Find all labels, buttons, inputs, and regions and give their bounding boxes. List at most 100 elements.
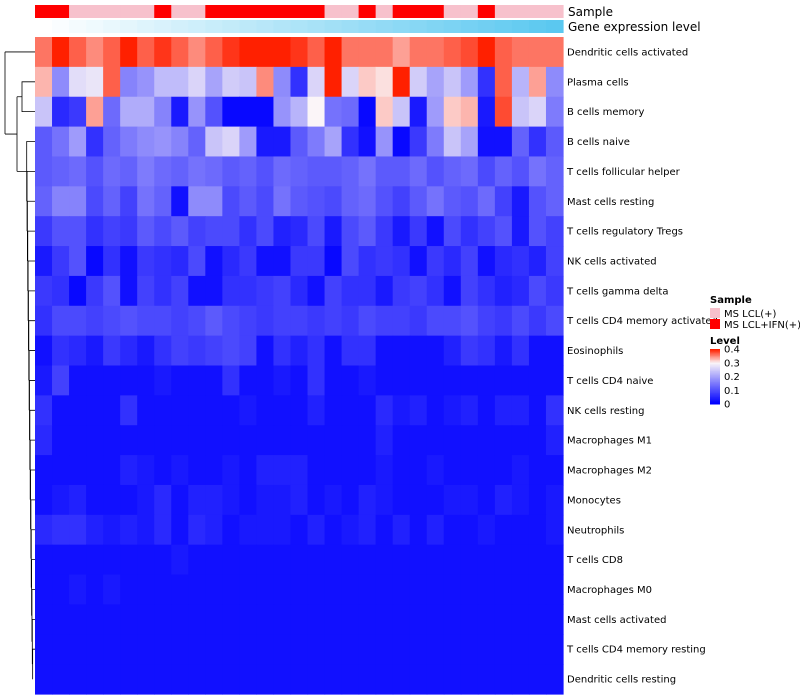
heatmap-cell	[324, 455, 343, 486]
heatmap-cell	[409, 544, 428, 576]
heatmap-cell	[392, 246, 411, 277]
legend-gradient-step	[710, 351, 720, 354]
heatmap-cell	[103, 275, 121, 307]
heatmap-cell	[69, 186, 87, 217]
heatmap-cell	[477, 395, 496, 426]
heatmap-cell	[171, 246, 189, 277]
heatmap-cell	[307, 37, 326, 68]
heatmap-cell	[528, 156, 547, 187]
heatmap-cell	[188, 664, 206, 695]
heatmap-cell	[494, 66, 513, 98]
sample-annotation-cell	[358, 5, 377, 18]
heatmap-cell	[273, 514, 292, 546]
heatmap-cell	[443, 305, 462, 337]
sample-annotation-cell	[69, 5, 87, 18]
heatmap-cell	[52, 96, 70, 128]
heatmap-cell	[222, 574, 240, 606]
heatmap-cell	[511, 96, 530, 128]
heatmap-cell	[545, 484, 564, 516]
heatmap-cell	[188, 604, 206, 635]
heatmap-cell	[511, 66, 530, 98]
heatmap-cell	[256, 395, 275, 426]
heatmap-cell	[494, 664, 513, 695]
heatmap-cell	[256, 275, 275, 307]
heatmap-cell	[290, 425, 309, 456]
heatmap-cell	[154, 66, 172, 98]
heatmap-cell	[528, 96, 547, 128]
heatmap-cell	[511, 425, 530, 456]
heatmap-cell	[205, 425, 223, 456]
heatmap-cell	[35, 216, 53, 247]
heatmap-cell	[171, 664, 189, 695]
heatmap-cell	[477, 574, 496, 606]
heatmap-cell	[273, 126, 292, 158]
heatmap-cell	[222, 395, 240, 426]
heatmap-cell	[205, 186, 223, 217]
heatmap-cell	[426, 365, 445, 396]
heatmap-cell	[239, 544, 258, 576]
heatmap-cell	[86, 126, 104, 158]
legend-level-title: Level	[710, 336, 740, 347]
heatmap-cell	[256, 186, 275, 217]
heatmap-cell	[511, 604, 530, 635]
heatmap-cell	[443, 126, 462, 158]
heatmap-cell	[188, 335, 206, 367]
heatmap-cell	[35, 126, 53, 158]
heatmap-cell	[426, 156, 445, 187]
heatmap-cell	[375, 305, 394, 337]
heatmap-cell	[69, 156, 87, 187]
heatmap-cell	[409, 395, 428, 426]
row-label: Dendritic cells activated	[567, 47, 688, 58]
heatmap-cell	[341, 604, 360, 635]
legend-gradient-step	[710, 388, 720, 391]
heatmap-cell	[528, 275, 547, 307]
sample-annotation-cell	[392, 5, 411, 18]
heatmap-cell	[409, 275, 428, 307]
expression-annotation-cell	[358, 20, 377, 33]
sample-annotation-cell	[52, 5, 70, 18]
heatmap-cell	[307, 96, 326, 128]
heatmap-cell	[154, 484, 172, 516]
legend-level-tick: 0	[724, 400, 730, 411]
heatmap-cell	[460, 574, 479, 606]
heatmap-cell	[137, 455, 155, 486]
heatmap-cell	[426, 37, 445, 68]
heatmap-cell	[154, 96, 172, 128]
heatmap-cell	[239, 96, 258, 128]
sample-annotation-cell	[86, 5, 104, 18]
heatmap-cell	[443, 544, 462, 576]
legend-gradient-step	[710, 386, 720, 389]
heatmap-cell	[409, 216, 428, 247]
heatmap-cell	[443, 514, 462, 546]
heatmap-cell	[358, 335, 377, 367]
expression-annotation-cell	[290, 20, 309, 33]
sample-annotation-cell	[528, 5, 547, 18]
heatmap-cell	[137, 395, 155, 426]
heatmap-cell	[69, 604, 87, 635]
expression-annotation-cell	[426, 20, 445, 33]
heatmap-cell	[273, 484, 292, 516]
heatmap-cell	[375, 664, 394, 695]
heatmap-cell	[239, 604, 258, 635]
heatmap-cell	[205, 305, 223, 337]
heatmap-cell	[239, 216, 258, 247]
heatmap-cell	[358, 544, 377, 576]
legend-gradient-step	[710, 394, 720, 397]
heatmap-cell	[154, 664, 172, 695]
row-label: Macrophages M2	[567, 466, 652, 477]
row-label: T cells follicular helper	[566, 167, 681, 178]
heatmap-cell	[222, 484, 240, 516]
heatmap-cell	[69, 484, 87, 516]
heatmap-cell	[120, 664, 138, 695]
heatmap-cell	[86, 66, 104, 98]
heatmap-cell	[392, 484, 411, 516]
heatmap-cell	[154, 634, 172, 665]
heatmap-cell	[35, 186, 53, 217]
heatmap-cell	[256, 664, 275, 695]
heatmap-cell	[341, 216, 360, 247]
legend-gradient-step	[710, 368, 720, 371]
heatmap-cell	[426, 275, 445, 307]
heatmap-cell	[222, 216, 240, 247]
heatmap-cell	[494, 484, 513, 516]
heatmap-cell	[528, 425, 547, 456]
